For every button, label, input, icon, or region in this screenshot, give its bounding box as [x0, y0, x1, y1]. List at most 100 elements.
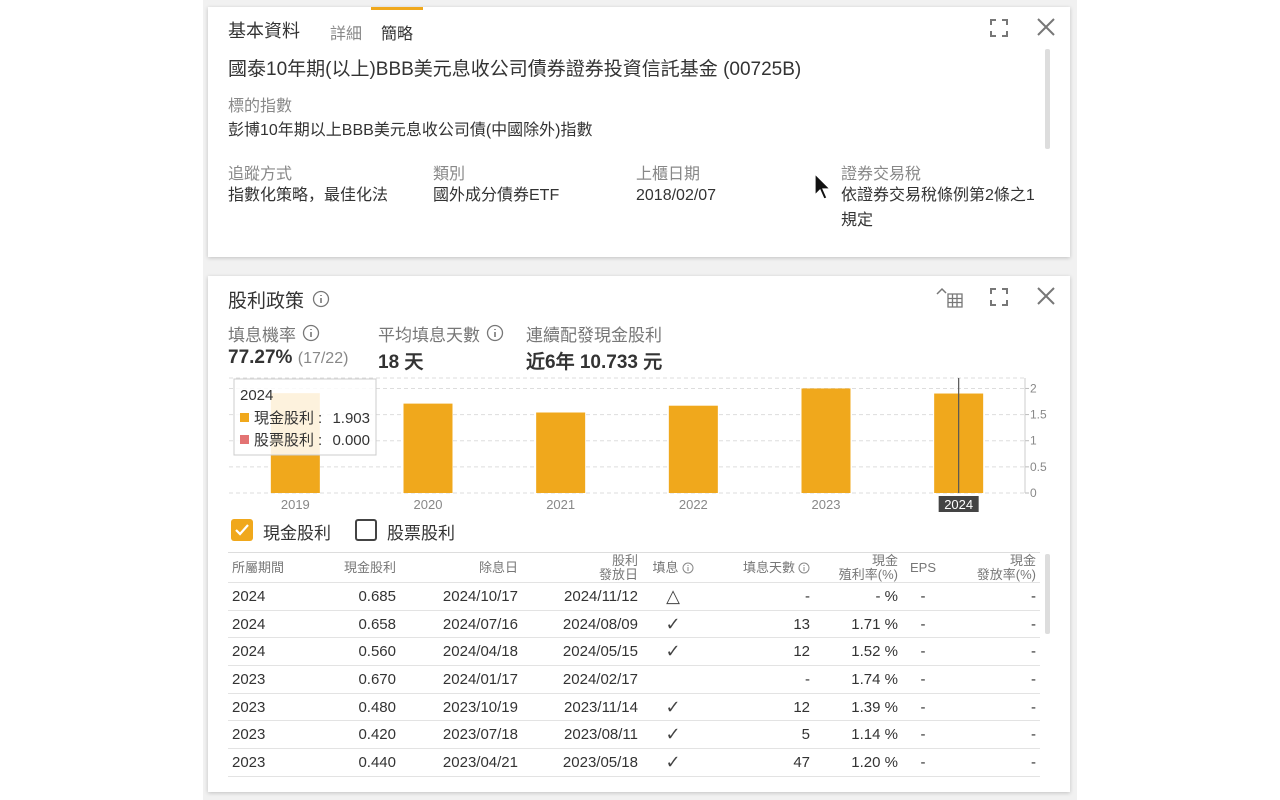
table-cell: ✓	[642, 748, 704, 777]
table-cell: ✓	[642, 720, 704, 750]
table-cell: 1.39 %	[814, 693, 902, 722]
table-cell: -	[944, 693, 1040, 722]
table-cell: 1.52 %	[814, 637, 902, 667]
table-cell: 2023/05/18	[522, 748, 642, 777]
table-cell: 1.20 %	[814, 748, 902, 777]
table-cell	[642, 665, 704, 694]
info-icon[interactable]	[486, 324, 504, 342]
tab[interactable]: 詳細	[330, 26, 363, 43]
table-cell: 2024/01/17	[400, 665, 522, 694]
header-text: 發放日	[598, 566, 638, 582]
column-header: 股利 發放日	[522, 552, 642, 583]
field-label: 類別	[433, 166, 466, 183]
table-cell: -	[902, 665, 944, 694]
stat-label: 連續配發現金股利	[526, 326, 662, 345]
table-cell: -	[902, 637, 944, 667]
table-row: 2024 0.685 2024/10/17 2024/11/12 △ - - % - -	[228, 582, 1040, 611]
table-cell: -	[902, 610, 944, 639]
legend-label: 股票股利	[387, 524, 455, 543]
header-text: 所屬期間	[232, 559, 285, 575]
info-icon[interactable]	[798, 562, 810, 574]
table-row: 2023 0.420 2023/07/18 2023/08/11 ✓ 5 1.14 % - -	[228, 720, 1040, 750]
column-header: 現金 殖利率(%)	[814, 552, 902, 583]
dividend-title: 股利政策	[228, 291, 305, 312]
table-cell: -	[704, 665, 814, 694]
table-cell: 0.670	[318, 665, 400, 694]
stat-value-wrap: 近6年 10.733 元	[526, 347, 662, 374]
table-cell: 2023/11/14	[522, 693, 642, 722]
header-text: 股利	[611, 552, 638, 568]
header-text: 除息日	[478, 559, 518, 575]
table-cell: 0.480	[318, 693, 400, 722]
table-cell: 5	[704, 720, 814, 750]
expand-icon[interactable]	[990, 19, 1008, 37]
table-cell: -	[902, 582, 944, 611]
table-row: 2023 0.440 2023/04/21 2023/05/18 ✓ 47 1.20 % - -	[228, 748, 1040, 777]
table-cell: 2024/08/09	[522, 610, 642, 639]
table-cell: -	[944, 582, 1040, 611]
stat-value: 77.27%	[228, 347, 293, 368]
table-cell: -	[944, 610, 1040, 639]
index-label: 標的指數	[228, 98, 293, 115]
index-value: 彭博10年期以上BBB美元息收公司債(中國除外)指數	[228, 122, 593, 139]
table-chart-icon[interactable]	[936, 286, 964, 308]
column-header: 現金 發放率(%)	[944, 552, 1040, 583]
tab-indicator	[371, 7, 423, 10]
table-cell: ✓	[642, 637, 704, 667]
dividend-table: 所屬期間 現金股利 除息日 股利 發放日 填息 填息天數 現金 殖利率(%) EPS 現金 發放率(%…	[228, 552, 1040, 777]
table-cell: 2023	[228, 720, 318, 750]
expand-icon[interactable]	[990, 288, 1008, 306]
table-cell: 12	[704, 637, 814, 667]
tab[interactable]: 基本資料	[228, 21, 300, 41]
field-value: 國外成分債券ETF	[433, 187, 560, 204]
table-cell: 2024/02/17	[522, 665, 642, 694]
table-row: 2023 0.670 2024/01/17 2024/02/17-1.74 % - -	[228, 665, 1040, 694]
legend-checkbox[interactable]	[231, 519, 253, 541]
table-cell: ✓	[642, 610, 704, 639]
table-cell: 2023	[228, 693, 318, 722]
header-text: 填息天數	[742, 559, 795, 575]
header-row: 所屬期間 現金股利 除息日 股利 發放日 填息 填息天數 現金 殖利率(%) EPS 現金 發放率(%…	[228, 552, 1040, 583]
table-cell: 1.71 %	[814, 610, 902, 639]
column-header: 現金股利	[318, 552, 400, 583]
table-cell: 2024	[228, 610, 318, 639]
table-cell: ✓	[642, 693, 704, 722]
table-cell: 47	[704, 748, 814, 777]
info-icon[interactable]	[312, 290, 330, 308]
table-cell: -	[944, 637, 1040, 667]
legend-label: 現金股利	[263, 524, 331, 543]
column-header: 填息	[642, 552, 704, 583]
table-cell: 2024/11/12	[522, 582, 642, 611]
table-cell: 0.685	[318, 582, 400, 611]
table-cell: 0.560	[318, 637, 400, 667]
field-value: 依證券交易稅條例第2條之1規定	[841, 187, 1035, 229]
header-text: 發放率(%)	[976, 566, 1036, 582]
info-icon[interactable]	[302, 324, 320, 342]
mouse-cursor	[814, 173, 832, 200]
table-row: 2023 0.480 2023/10/19 2023/11/14 ✓ 12 1.39 % - -	[228, 693, 1040, 722]
info-icon[interactable]	[682, 562, 694, 574]
table-row: 2024 0.560 2024/04/18 2024/05/15 ✓ 12 1.52 % - -	[228, 637, 1040, 667]
table-cell: 2024/05/15	[522, 637, 642, 667]
column-header: EPS	[902, 552, 944, 583]
table-cell: 2024/04/18	[400, 637, 522, 667]
table-cell: 2024/07/16	[400, 610, 522, 639]
table-cell: - %	[814, 582, 902, 611]
header-text: EPS	[909, 559, 936, 575]
table-cell: -	[944, 748, 1040, 777]
close-icon[interactable]	[1037, 287, 1055, 305]
table-cell: 2024	[228, 637, 318, 667]
table-cell: 0.440	[318, 748, 400, 777]
table-cell: 2023/08/11	[522, 720, 642, 750]
table-cell: 1.74 %	[814, 665, 902, 694]
tab[interactable]: 簡略	[381, 26, 414, 43]
field-label: 上櫃日期	[636, 166, 701, 183]
field-value: 2018/02/07	[636, 187, 717, 204]
basic-panel: 基本資料 詳細 簡略 國泰10年期(以上)BBB美元息收公司債券證券投資信託基金…	[208, 7, 1070, 257]
header-text: 現金	[1009, 552, 1036, 568]
close-icon[interactable]	[1037, 18, 1055, 36]
legend-checkbox[interactable]	[355, 519, 377, 541]
table-cell: 1.14 %	[814, 720, 902, 750]
stat-value-wrap: 18 天	[378, 347, 423, 374]
